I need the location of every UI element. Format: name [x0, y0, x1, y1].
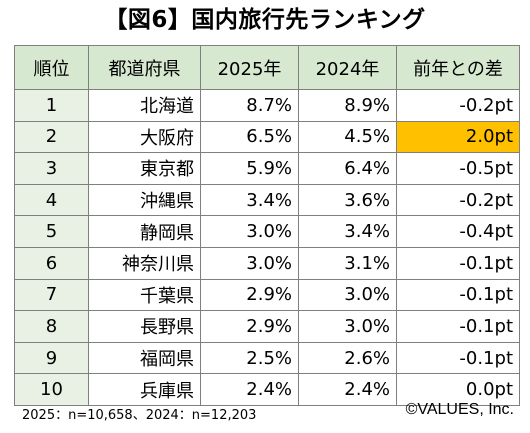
table-row: 6 神奈川県 3.0% 3.1% -0.1pt [14, 246, 520, 280]
cell-2025: 2.9% [200, 310, 299, 343]
table-row: 10 兵庫県 2.4% 2.4% 0.0pt [14, 373, 520, 406]
cell-rank: 3 [14, 152, 89, 185]
cell-diff: -0.1pt [396, 310, 520, 343]
cell-diff: -0.1pt [396, 246, 520, 280]
copyright-credit: ©VALUES, Inc. [405, 401, 514, 418]
cell-prefecture: 福岡県 [88, 341, 201, 375]
cell-2025: 2.5% [200, 341, 299, 375]
cell-diff: -0.1pt [396, 341, 520, 375]
cell-prefecture: 大阪府 [88, 120, 201, 154]
ranking-table: 順位 都道府県 2025年 2024年 前年との差 1 北海道 8.7% 8.9% -0… [14, 45, 520, 406]
cell-rank: 9 [14, 341, 89, 375]
cell-2024: 3.4% [298, 215, 397, 248]
cell-diff: 0.0pt [396, 373, 520, 406]
sample-size-note: 2025：n=10,658、2024：n=12,203 [22, 408, 257, 423]
table-row: 2 大阪府 6.5% 4.5% 2.0pt [14, 120, 520, 154]
cell-diff: 2.0pt [396, 120, 520, 154]
cell-rank: 8 [14, 310, 89, 343]
cell-2025: 3.0% [200, 215, 299, 248]
cell-prefecture: 北海道 [88, 89, 201, 122]
cell-prefecture: 神奈川県 [88, 246, 201, 280]
table-body: 1 北海道 8.7% 8.9% -0.2pt 2 大阪府 6.5% 4.5% 2.0pt 3 東京都 5… [14, 89, 520, 406]
cell-prefecture: 東京都 [88, 152, 201, 185]
cell-prefecture: 長野県 [88, 310, 201, 343]
header-diff: 前年との差 [396, 45, 520, 90]
table-header-row: 順位 都道府県 2025年 2024年 前年との差 [14, 45, 520, 90]
cell-2024: 4.5% [298, 120, 397, 154]
cell-2024: 3.0% [298, 278, 397, 312]
table-row: 8 長野県 2.9% 3.0% -0.1pt [14, 310, 520, 343]
cell-diff: -0.1pt [396, 278, 520, 312]
cell-prefecture: 千葉県 [88, 278, 201, 312]
cell-diff: -0.2pt [396, 183, 520, 217]
cell-rank: 6 [14, 246, 89, 280]
table-row: 3 東京都 5.9% 6.4% -0.5pt [14, 152, 520, 185]
cell-diff: -0.4pt [396, 215, 520, 248]
header-2025: 2025年 [200, 45, 299, 90]
cell-2024: 3.1% [298, 246, 397, 280]
table-row: 5 静岡県 3.0% 3.4% -0.4pt [14, 215, 520, 248]
cell-2025: 5.9% [200, 152, 299, 185]
header-rank: 順位 [14, 45, 89, 90]
cell-2024: 8.9% [298, 89, 397, 122]
table-row: 7 千葉県 2.9% 3.0% -0.1pt [14, 278, 520, 312]
header-prefecture: 都道府県 [88, 45, 201, 90]
cell-rank: 1 [14, 89, 89, 122]
cell-rank: 2 [14, 120, 89, 154]
cell-2024: 6.4% [298, 152, 397, 185]
cell-rank: 5 [14, 215, 89, 248]
cell-2025: 8.7% [200, 89, 299, 122]
table-row: 9 福岡県 2.5% 2.6% -0.1pt [14, 341, 520, 375]
cell-rank: 4 [14, 183, 89, 217]
table-row: 4 沖縄県 3.4% 3.6% -0.2pt [14, 183, 520, 217]
cell-2024: 2.4% [298, 373, 397, 406]
cell-diff: -0.2pt [396, 89, 520, 122]
cell-2024: 2.6% [298, 341, 397, 375]
page-title: 【図6】国内旅行先ランキング [104, 7, 426, 33]
table-row: 1 北海道 8.7% 8.9% -0.2pt [14, 89, 520, 122]
cell-rank: 10 [14, 373, 89, 406]
cell-prefecture: 沖縄県 [88, 183, 201, 217]
cell-prefecture: 兵庫県 [88, 373, 201, 406]
cell-2025: 6.5% [200, 120, 299, 154]
cell-prefecture: 静岡県 [88, 215, 201, 248]
cell-2025: 3.4% [200, 183, 299, 217]
cell-2024: 3.6% [298, 183, 397, 217]
cell-diff: -0.5pt [396, 152, 520, 185]
cell-rank: 7 [14, 278, 89, 312]
cell-2025: 2.4% [200, 373, 299, 406]
cell-2024: 3.0% [298, 310, 397, 343]
cell-2025: 2.9% [200, 278, 299, 312]
header-2024: 2024年 [298, 45, 397, 90]
cell-2025: 3.0% [200, 246, 299, 280]
